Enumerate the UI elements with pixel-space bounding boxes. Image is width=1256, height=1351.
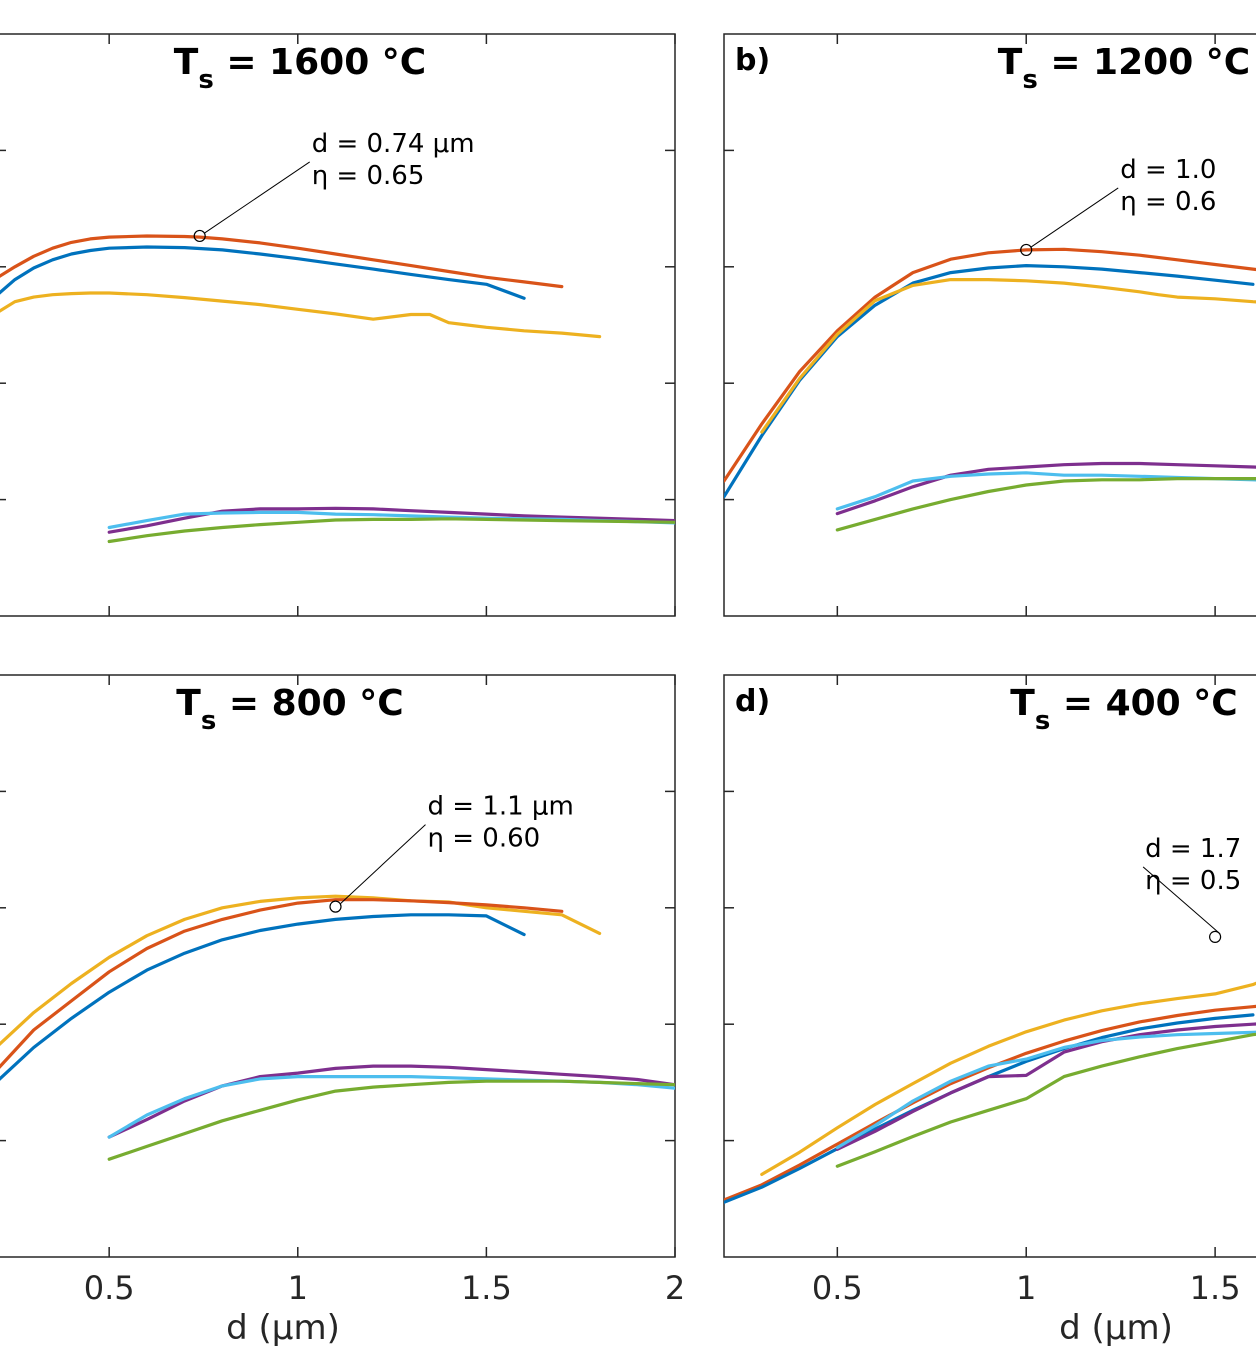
series-line-green [835, 477, 1256, 532]
series-line-cyan [835, 471, 1256, 511]
series-line-yellow [0, 291, 602, 339]
x-tick-label: 1 [288, 1269, 308, 1307]
panel-title: Ts = 400 °C [1010, 683, 1237, 736]
annotation-leader [1142, 866, 1221, 935]
panel-title: Ts = 800 °C [176, 683, 403, 736]
x-tick-label: 1.5 [461, 1269, 512, 1307]
annotation-diameter: d = 1.0 [1120, 155, 1216, 185]
x-axis-label: d (μm) [1059, 1308, 1173, 1348]
x-tick-label: 1.5 [1190, 1269, 1241, 1307]
panel-b: d = 1.0η = 0.6 Ts = 1200 °C b) [723, 33, 1256, 617]
x-tick-label: 1 [1016, 1269, 1036, 1307]
annotation-diameter: d = 0.74 μm [312, 129, 475, 159]
annotation-efficiency: η = 0.60 [428, 824, 541, 854]
annotation-leader [204, 161, 310, 234]
annotation-efficiency: η = 0.6 [1120, 187, 1216, 217]
annotation-efficiency: η = 0.5 [1145, 866, 1241, 896]
x-axis-label: d (μm) [226, 1308, 340, 1348]
panel-label: b) [735, 43, 770, 78]
series-line-blue [724, 1013, 1255, 1204]
series-line-blue [0, 913, 526, 1081]
series-line-yellow [0, 894, 602, 1046]
series-line-blue [724, 264, 1255, 499]
series-line-yellow [760, 981, 1256, 1177]
series-line-orange [724, 247, 1256, 483]
panel-c: 0.5 1 1.5 2 d = 1.1 μmη = 0.60 Ts = 800 °C d (… [0, 674, 685, 1348]
series-line-purple [835, 461, 1256, 516]
plot-frame [0, 674, 676, 1258]
optimum-marker [1209, 930, 1222, 944]
panel-title: Ts = 1600 °C [174, 42, 426, 95]
series-group [0, 234, 675, 544]
annotation-efficiency: η = 0.65 [312, 161, 425, 191]
panel-label: d) [735, 684, 770, 719]
panel-title: Ts = 1200 °C [998, 42, 1250, 95]
series-line-purple [835, 1022, 1256, 1151]
annotation-leader [1030, 187, 1119, 248]
x-tick-label: 0.5 [84, 1269, 135, 1307]
annotation-leader [340, 824, 426, 905]
series-line-green [107, 517, 675, 544]
series-line-orange [0, 898, 564, 1069]
series-line-orange [724, 1004, 1256, 1202]
annotation-diameter: d = 1.1 μm [428, 792, 574, 822]
series-line-yellow [760, 278, 1256, 434]
optimum-marker [193, 229, 206, 243]
series-line-green [835, 1032, 1256, 1168]
plot-frame [723, 674, 1256, 1258]
x-tick-label: 0.5 [812, 1269, 863, 1307]
series-line-orange [0, 234, 564, 289]
series-line-cyan [835, 1030, 1256, 1150]
series-line-green [107, 1079, 675, 1161]
panel-d: 0.511.52d = 1.7η = 0.5Ts = 400 °Cd)d (μm… [723, 674, 1256, 1348]
plot-frame [0, 33, 676, 617]
series-group [724, 247, 1256, 532]
optimum-marker [1020, 243, 1033, 257]
x-tick-label: 2 [665, 1269, 685, 1307]
optimum-marker [329, 900, 342, 913]
annotation-diameter: d = 1.7 [1145, 834, 1241, 864]
plot-frame [723, 33, 1256, 617]
series-line-blue [0, 245, 526, 300]
series-group [0, 894, 675, 1161]
series-group [724, 981, 1256, 1204]
panel-a: d = 0.74 μmη = 0.65 Ts = 1600 °C [0, 33, 676, 617]
